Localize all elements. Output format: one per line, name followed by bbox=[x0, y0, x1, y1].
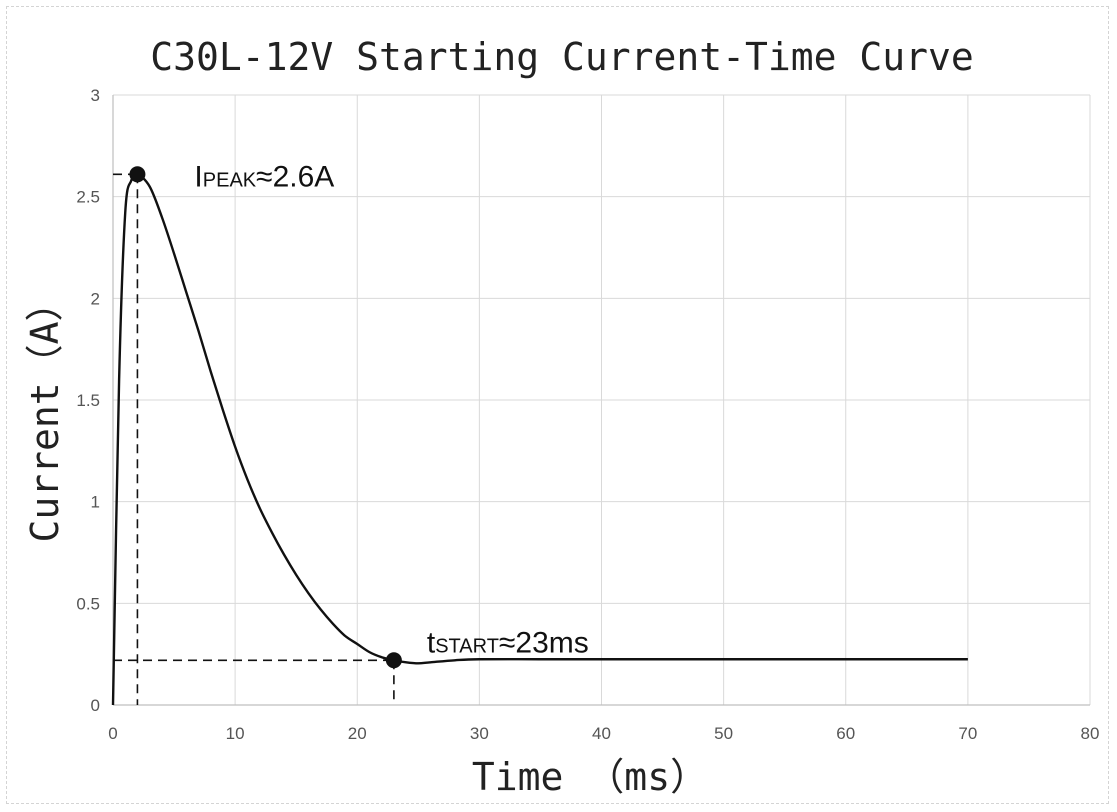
annotation-layer: IPEAK≈2.6A tSTART≈23ms bbox=[194, 160, 588, 659]
tick-labels: 0 10 20 30 40 50 60 70 80 0 0.5 1 1.5 2 2.5 3 bbox=[76, 86, 1099, 743]
x-tick-label: 20 bbox=[348, 724, 367, 743]
y-tick-label: 1.5 bbox=[76, 391, 100, 410]
guide-lines bbox=[113, 173, 395, 705]
x-tick-label: 70 bbox=[958, 724, 977, 743]
y-tick-label: 0 bbox=[91, 696, 100, 715]
x-tick-label: 60 bbox=[836, 724, 855, 743]
marker-point bbox=[385, 652, 402, 669]
grid-layer bbox=[112, 94, 1091, 706]
marker-points bbox=[129, 166, 402, 669]
chart-frame bbox=[6, 6, 1109, 804]
chart-title: C30L-12V Starting Current-Time Curve bbox=[150, 35, 974, 79]
x-tick-label: 0 bbox=[108, 724, 117, 743]
marker-point bbox=[129, 166, 146, 183]
y-tick-label: 2 bbox=[91, 289, 100, 308]
annotation-label: IPEAK≈2.6A bbox=[194, 160, 334, 193]
x-tick-label: 80 bbox=[1081, 724, 1100, 743]
y-tick-label: 3 bbox=[91, 86, 100, 105]
x-tick-label: 30 bbox=[470, 724, 489, 743]
annotation-label: tSTART≈23ms bbox=[427, 626, 589, 659]
x-tick-label: 10 bbox=[226, 724, 245, 743]
x-axis-label: Time （ms） bbox=[472, 755, 708, 799]
y-tick-label: 1 bbox=[91, 493, 100, 512]
x-tick-label: 40 bbox=[592, 724, 611, 743]
x-tick-label: 50 bbox=[714, 724, 733, 743]
y-tick-label: 2.5 bbox=[76, 188, 100, 207]
y-tick-label: 0.5 bbox=[76, 594, 100, 613]
y-axis-label: Current（A） bbox=[23, 283, 67, 542]
current-curve bbox=[111, 172, 968, 706]
